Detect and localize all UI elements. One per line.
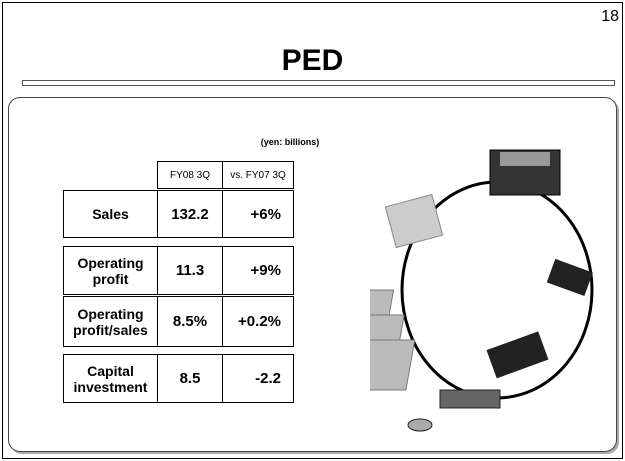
value-cell: 11.3 — [157, 246, 223, 295]
change-cell: +9% — [222, 246, 294, 295]
row-label: Capital investment — [63, 354, 158, 403]
change-cell: +0.2% — [222, 296, 294, 347]
value-cell: 132.2 — [157, 190, 223, 238]
row-label: Sales — [63, 190, 158, 238]
row-label: Operating profit — [63, 246, 158, 295]
slide-title: PED — [281, 44, 344, 77]
row-label: Operating profit/sales — [63, 296, 158, 347]
value-cell: 8.5 — [157, 354, 223, 403]
column-header: vs. FY07 3Q — [222, 161, 294, 189]
title-rule — [22, 80, 615, 86]
content-panel — [8, 97, 617, 452]
page-number: 18 — [601, 8, 619, 25]
unit-note: (yen: billions) — [260, 137, 320, 147]
column-header: FY08 3Q — [157, 161, 223, 189]
change-cell: -2.2 — [222, 354, 294, 403]
product-image — [370, 149, 594, 432]
value-cell: 8.5% — [157, 296, 223, 347]
change-cell: +6% — [222, 190, 294, 238]
